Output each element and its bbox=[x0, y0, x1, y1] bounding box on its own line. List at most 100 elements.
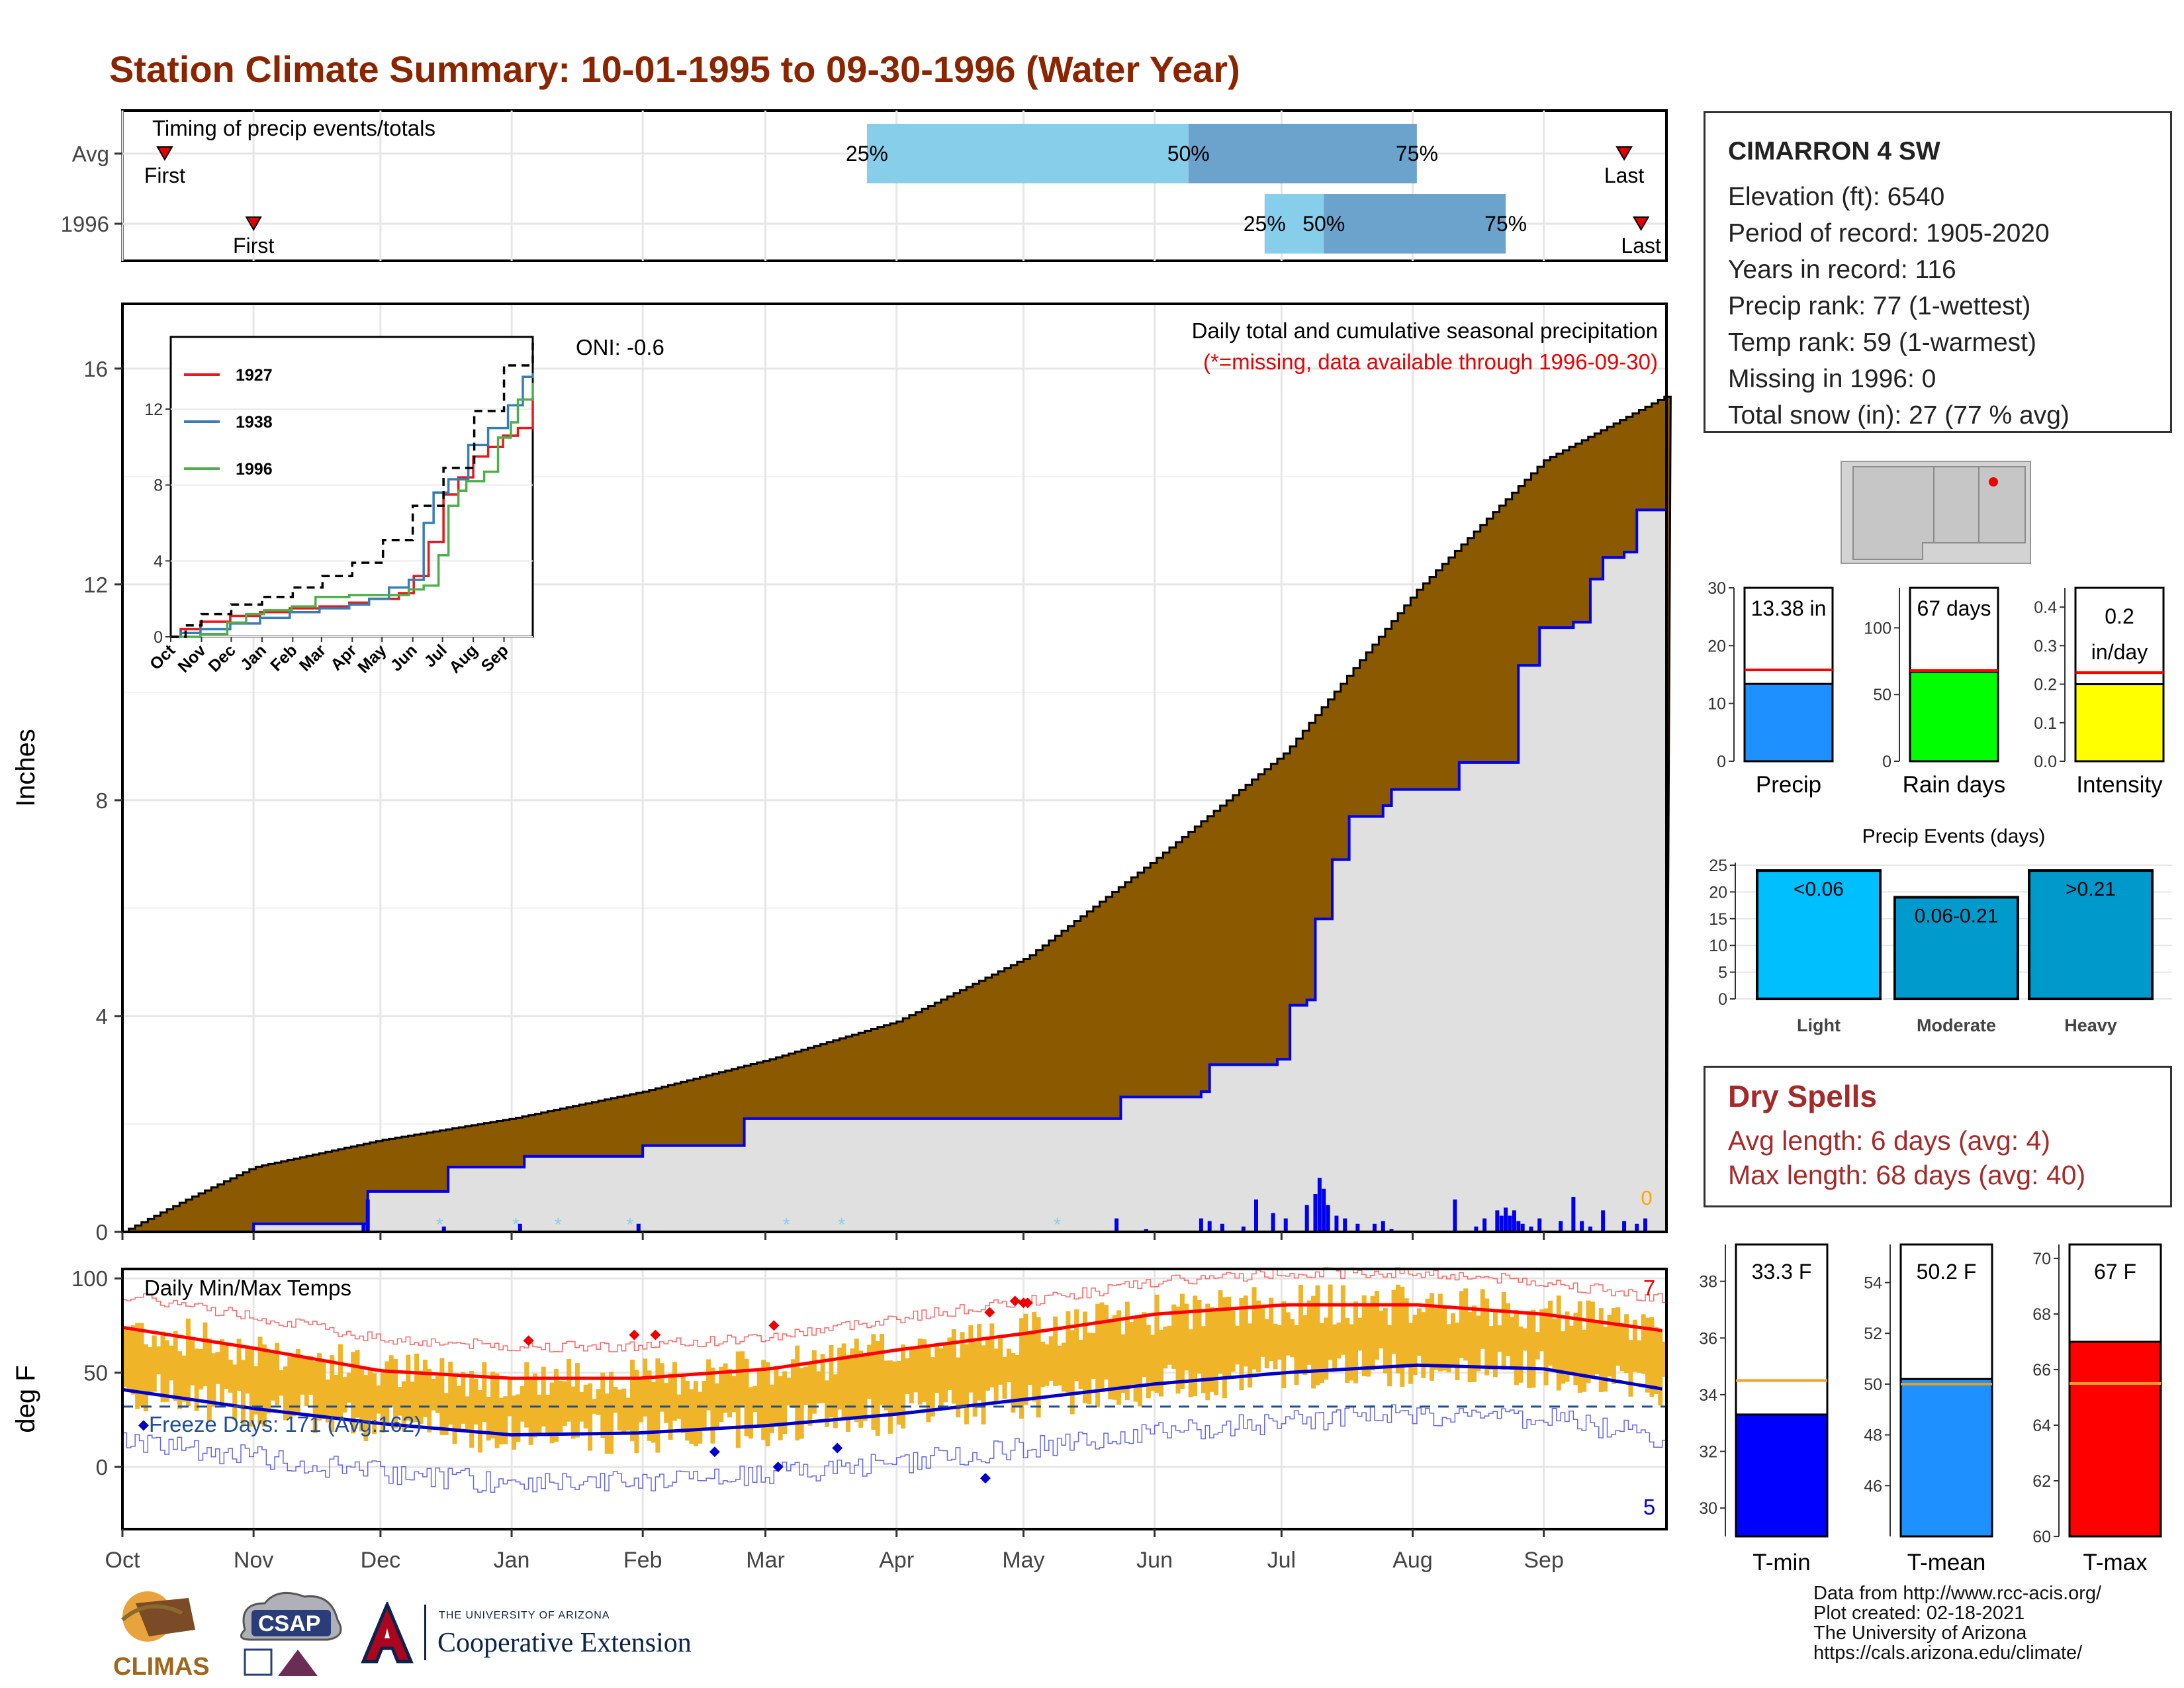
daily-precip-bar bbox=[518, 1223, 522, 1232]
precip-events-bar-label: >0.21 bbox=[2066, 878, 2116, 900]
daily-temp-bar bbox=[922, 1339, 927, 1402]
daily-temp-bar bbox=[1565, 1311, 1570, 1382]
temp-ylabel: deg F bbox=[11, 1365, 40, 1432]
record-high-marker bbox=[1022, 1297, 1033, 1309]
mini-ytick-label: 52 bbox=[1864, 1325, 1882, 1343]
timing-q50-label: 50% bbox=[1302, 212, 1345, 236]
daily-temp-bar bbox=[283, 1366, 288, 1421]
daily-temp-bar bbox=[177, 1351, 183, 1409]
mini-bar-label: 50.2 F bbox=[1917, 1260, 1977, 1284]
station-snow: Total snow (in): 27 (77 % avg) bbox=[1728, 401, 2070, 430]
daily-temp-bar bbox=[1146, 1325, 1151, 1399]
daily-precip-bar bbox=[1482, 1218, 1487, 1232]
daily-temp-bar bbox=[901, 1344, 906, 1429]
daily-temp-bar bbox=[1235, 1325, 1240, 1365]
csap-logo: CSAP bbox=[232, 1583, 351, 1683]
record-low-count: 5 bbox=[1643, 1495, 1655, 1519]
snow-marker: * bbox=[555, 1214, 562, 1235]
daily-temp-bar bbox=[1552, 1319, 1557, 1373]
mini-ytick-label: 0.1 bbox=[2034, 714, 2057, 733]
timing-last-marker bbox=[1615, 146, 1633, 161]
record-high-marker bbox=[629, 1329, 640, 1340]
daily-temp-bar bbox=[1653, 1327, 1659, 1394]
daily-temp-bar bbox=[393, 1358, 398, 1429]
daily-temp-bar bbox=[1129, 1322, 1134, 1385]
daily-temp-bar bbox=[1408, 1323, 1414, 1384]
daily-temp-bar bbox=[1011, 1353, 1016, 1413]
snow-marker: * bbox=[512, 1214, 520, 1235]
daily-precip-bar bbox=[1499, 1215, 1504, 1232]
daily-temp-bar bbox=[1492, 1309, 1498, 1378]
daily-temp-bar bbox=[820, 1354, 825, 1403]
daily-temp-bar bbox=[765, 1362, 770, 1446]
daily-temp-bar bbox=[613, 1387, 618, 1413]
precip-events-bar bbox=[1756, 869, 1882, 1001]
mini-bar-label: in/day bbox=[2091, 640, 2148, 664]
daily-temp-bar bbox=[630, 1360, 635, 1442]
daily-temp-bar bbox=[1112, 1315, 1117, 1400]
daily-temp-bar bbox=[600, 1372, 606, 1438]
daily-temp-bar bbox=[930, 1357, 935, 1417]
daily-temp-bar bbox=[964, 1344, 969, 1425]
daily-temp-bar bbox=[1379, 1310, 1384, 1348]
daily-precip-bar bbox=[1504, 1207, 1508, 1232]
mini-ytick-label: 50 bbox=[1873, 686, 1891, 704]
daily-temp-bar bbox=[351, 1352, 356, 1434]
daily-temp-bar bbox=[1150, 1335, 1156, 1391]
precip-events-bar-label: 0.06-0.21 bbox=[1915, 906, 1999, 927]
timing-clip bbox=[1668, 111, 1721, 261]
daily-temp-bar bbox=[567, 1358, 572, 1422]
precip-frame bbox=[121, 303, 1668, 1233]
daily-temp-bar bbox=[1370, 1295, 1375, 1371]
temp-xtick-label: Jan bbox=[494, 1548, 530, 1573]
state-outline bbox=[1852, 466, 2026, 560]
daily-temp-bar bbox=[1069, 1330, 1075, 1415]
station-period: Period of record: 1905-2020 bbox=[1728, 219, 2050, 248]
daily-precip-bar bbox=[1372, 1223, 1377, 1232]
daily-temp-bar bbox=[833, 1374, 838, 1429]
daily-precip-bar bbox=[1220, 1223, 1224, 1232]
daily-temp-bar bbox=[1116, 1310, 1122, 1405]
daily-temp-bar bbox=[909, 1349, 914, 1403]
climas-logo-text: CLIMAS bbox=[113, 1653, 210, 1681]
daily-temp-bar bbox=[1535, 1332, 1540, 1360]
daily-temp-bar bbox=[380, 1369, 385, 1433]
daily-temp-bar bbox=[1361, 1295, 1367, 1377]
daily-temp-bar bbox=[245, 1345, 250, 1394]
timing-last-marker bbox=[1632, 216, 1650, 231]
daily-temp-bar bbox=[698, 1391, 703, 1444]
credit-line: Data from http://www.rcc-acis.org/ bbox=[1813, 1583, 2102, 1604]
mini-ytick-label: 66 bbox=[2032, 1361, 2051, 1380]
daily-temp-bar bbox=[1506, 1303, 1511, 1356]
daily-temp-bar bbox=[740, 1351, 745, 1407]
precip-events-bar bbox=[2028, 869, 2154, 1001]
daily-temp-bar bbox=[621, 1388, 627, 1434]
daily-temp-bar bbox=[414, 1353, 420, 1423]
record-high-line bbox=[122, 1267, 1666, 1353]
daily-temp-bar bbox=[1531, 1309, 1536, 1388]
temperature-panel: Daily Min/Max Temps Freeze Days: 171 (Avg… bbox=[11, 1266, 1668, 1573]
daily-temp-bar bbox=[1624, 1314, 1629, 1374]
daily-precip-bar bbox=[1381, 1221, 1385, 1232]
record-high-count: 7 bbox=[1643, 1276, 1655, 1300]
daily-temp-bar bbox=[1184, 1303, 1189, 1371]
daily-temp-bar bbox=[887, 1360, 893, 1434]
daily-temp-bar bbox=[443, 1393, 449, 1436]
mini-bar bbox=[1909, 671, 1999, 763]
daily-temp-bar bbox=[1649, 1317, 1655, 1397]
station-info-box: CIMARRON 4 SW Elevation (ft): 6540 Perio… bbox=[1704, 111, 2172, 433]
daily-temp-bar bbox=[1124, 1301, 1130, 1401]
daily-precip-bar bbox=[1241, 1226, 1246, 1232]
daily-temp-bar bbox=[951, 1329, 956, 1404]
temp-frame bbox=[121, 1268, 1668, 1530]
timing-q25-label: 25% bbox=[846, 142, 888, 165]
mini-bar-label: 33.3 F bbox=[1752, 1260, 1812, 1284]
daily-temp-bar bbox=[477, 1390, 482, 1453]
precip-events-ytick-label: 15 bbox=[1709, 910, 1727, 929]
daily-temp-bar bbox=[858, 1350, 864, 1428]
daily-precip-bar bbox=[1559, 1221, 1563, 1232]
daily-temp-bar bbox=[206, 1338, 212, 1422]
daily-temp-bar bbox=[731, 1376, 737, 1413]
daily-temp-bar bbox=[228, 1360, 233, 1393]
mini-bar bbox=[2074, 683, 2165, 763]
